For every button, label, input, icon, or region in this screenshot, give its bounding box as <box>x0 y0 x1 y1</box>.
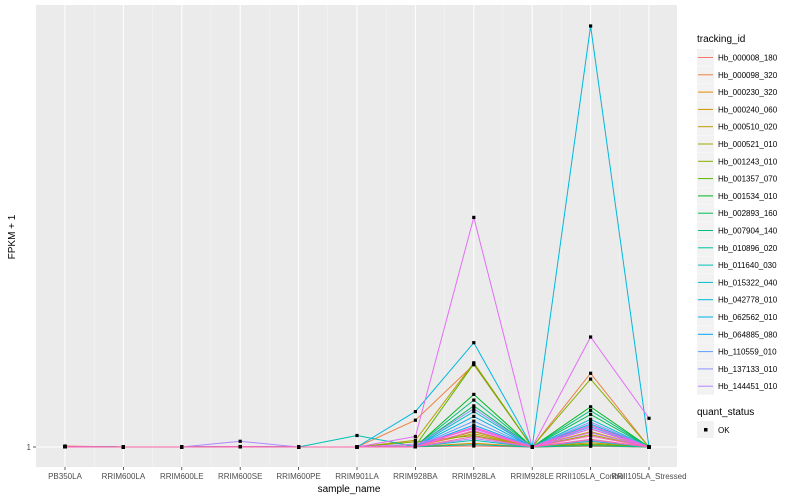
data-point <box>589 437 593 441</box>
data-point <box>589 417 593 421</box>
data-point <box>472 407 476 411</box>
data-point <box>472 410 476 414</box>
data-point <box>589 335 593 339</box>
legend-title-quant-status: quant_status <box>697 407 754 418</box>
data-point <box>472 443 476 447</box>
legend-label: Hb_007904_140 <box>718 227 778 236</box>
legend-label: Hb_064885_080 <box>718 330 778 339</box>
x-axis: PB350LA RRIM600LA RRIM600LE RRIM600SE RRIM60… <box>48 467 687 481</box>
legend-label: Hb_137133_010 <box>718 365 778 374</box>
data-point <box>589 427 593 431</box>
x-tick-label: RRIM600SE <box>218 472 262 481</box>
data-point <box>121 445 125 449</box>
data-point <box>413 440 417 444</box>
data-point <box>472 404 476 408</box>
data-point <box>589 444 593 448</box>
data-point <box>472 438 476 442</box>
data-point <box>413 442 417 446</box>
data-point <box>589 405 593 409</box>
data-point <box>472 434 476 439</box>
legend-label: Hb_042778_010 <box>718 296 778 305</box>
data-point <box>238 439 242 443</box>
x-tick-label: RRII105LA_Control <box>556 472 626 481</box>
legend: tracking_id Hb_000008_180Hb_000098_320Hb… <box>697 34 778 438</box>
legend-label: Hb_000098_320 <box>718 71 778 80</box>
data-point <box>413 418 417 422</box>
data-point <box>589 423 593 428</box>
legend-label: Hb_000240_060 <box>718 105 778 114</box>
data-point <box>472 392 476 396</box>
x-tick-label: PB350LA <box>48 472 82 481</box>
data-point <box>472 432 476 436</box>
data-point <box>647 416 651 420</box>
legend-label: Hb_000521_010 <box>718 140 778 149</box>
y-axis-title: FPKM + 1 <box>7 214 18 259</box>
y-axis: 1 <box>27 443 36 452</box>
data-point <box>472 362 476 366</box>
legend-label: Hb_000230_320 <box>718 88 778 97</box>
data-point <box>297 445 301 449</box>
legend-title-tracking-id: tracking_id <box>697 34 745 45</box>
legend-label: Hb_144451_010 <box>718 382 778 391</box>
x-tick-label: RRIM928BA <box>393 472 438 481</box>
x-tick-label: RRIM600PE <box>276 472 320 481</box>
data-point <box>472 341 476 345</box>
legend-label: Hb_011640_030 <box>718 261 777 270</box>
data-point <box>472 436 476 440</box>
data-point <box>589 431 593 435</box>
data-point <box>238 445 242 449</box>
data-points <box>63 24 651 449</box>
data-point <box>589 420 593 424</box>
data-point <box>472 215 476 219</box>
data-point <box>472 398 476 402</box>
legend-items: Hb_000008_180 Hb_000098_320 Hb_000230_320 H… <box>697 49 778 395</box>
data-point <box>63 445 67 449</box>
legend-label: Hb_000510_020 <box>718 123 778 132</box>
x-tick-label: RRIM600LE <box>160 472 204 481</box>
x-tick-label: RRII105LA_Stressed <box>611 472 686 481</box>
data-point <box>530 445 534 449</box>
data-point <box>472 414 476 418</box>
data-point <box>589 371 593 375</box>
data-point <box>413 434 417 439</box>
legend-label: Hb_002893_160 <box>718 209 778 218</box>
data-point <box>589 377 593 381</box>
data-point <box>472 423 476 427</box>
data-point <box>589 434 593 438</box>
data-point <box>472 429 476 433</box>
y-tick-label: 1 <box>27 443 32 452</box>
legend-label: Hb_010896_020 <box>718 244 778 253</box>
data-point <box>589 412 593 417</box>
data-point <box>180 445 184 449</box>
legend-label: Hb_000008_180 <box>718 54 778 63</box>
data-point <box>355 433 359 438</box>
plot-panel <box>36 5 677 467</box>
legend-label: Hb_062562_010 <box>718 313 778 322</box>
legend-label: Hb_001357_070 <box>718 175 778 184</box>
x-axis-title: sample_name <box>318 484 381 495</box>
legend-label: Hb_015322_040 <box>718 278 778 287</box>
legend-label: Hb_001534_010 <box>718 192 778 201</box>
x-tick-label: RRIM901LA <box>335 472 379 481</box>
legend-ok-point-icon <box>704 428 708 432</box>
x-tick-label: RRIM928LE <box>510 472 554 481</box>
data-point <box>589 409 593 413</box>
x-tick-label: RRIM600LA <box>102 472 146 481</box>
data-point <box>355 445 359 449</box>
x-tick-label: RRIM928LA <box>452 472 496 481</box>
data-point <box>413 445 417 449</box>
legend-label-ok: OK <box>718 426 730 435</box>
data-point <box>413 410 417 414</box>
legend-label: Hb_110559_010 <box>718 348 777 357</box>
data-point <box>589 24 593 28</box>
data-point <box>472 419 476 423</box>
legend-label: Hb_001243_010 <box>718 157 778 166</box>
data-point <box>472 425 476 429</box>
data-point <box>647 445 651 449</box>
